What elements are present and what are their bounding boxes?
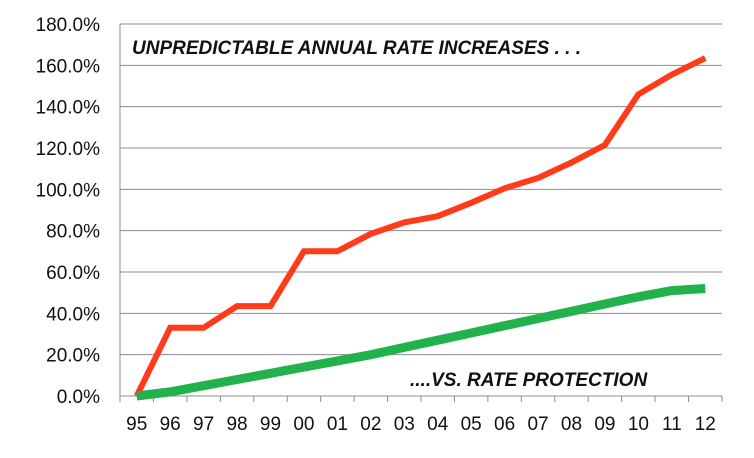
x-tick-label: 08 — [561, 414, 582, 435]
x-tick-label: 12 — [695, 414, 716, 435]
y-tick-label: 40.0% — [46, 304, 100, 325]
y-tick-label: 80.0% — [46, 222, 100, 243]
annotation-top: UNPREDICTABLE ANNUAL RATE INCREASES . . … — [132, 38, 581, 59]
x-tick-label: 09 — [594, 414, 615, 435]
y-tick-label: 180.0% — [36, 15, 101, 36]
y-tick-label: 0.0% — [57, 387, 100, 408]
y-axis-tick-labels: 0.0% 20.0% 40.0% 60.0% 80.0% 100.0% 120.0% 140.… — [36, 15, 101, 408]
x-tick-label: 01 — [327, 414, 348, 435]
x-tick-label: 99 — [260, 414, 281, 435]
x-tick-label: 00 — [293, 414, 314, 435]
x-tick-label: 07 — [527, 414, 548, 435]
y-tick-label: 60.0% — [46, 263, 100, 284]
series-line-red — [134, 55, 707, 398]
x-tick-label: 95 — [126, 414, 147, 435]
y-tick-label: 160.0% — [36, 56, 101, 77]
y-tick-label: 120.0% — [36, 139, 101, 160]
series-lines — [134, 55, 707, 401]
x-axis-tick-labels: 95 96 97 98 99 00 01 02 03 04 05 06 07 08 09 10 11 12 — [126, 414, 716, 435]
y-tick-label: 140.0% — [36, 98, 101, 119]
x-tick-label: 04 — [427, 414, 449, 435]
x-tick-label: 06 — [494, 414, 515, 435]
x-tick-label: 03 — [394, 414, 415, 435]
gridlines — [119, 23, 723, 402]
series-line-green — [136, 284, 706, 401]
x-tick-label: 10 — [628, 414, 649, 435]
x-tick-label: 97 — [193, 414, 214, 435]
x-tick-label: 05 — [461, 414, 482, 435]
x-tick-label: 98 — [226, 414, 247, 435]
x-tick-label: 02 — [360, 414, 381, 435]
plot-area — [120, 24, 722, 396]
y-tick-label: 20.0% — [46, 346, 100, 367]
y-tick-label: 100.0% — [36, 180, 101, 201]
x-tick-label: 96 — [160, 414, 181, 435]
annotation-bottom: ....VS. RATE PROTECTION — [410, 370, 648, 391]
x-tick-label: 11 — [662, 414, 682, 435]
